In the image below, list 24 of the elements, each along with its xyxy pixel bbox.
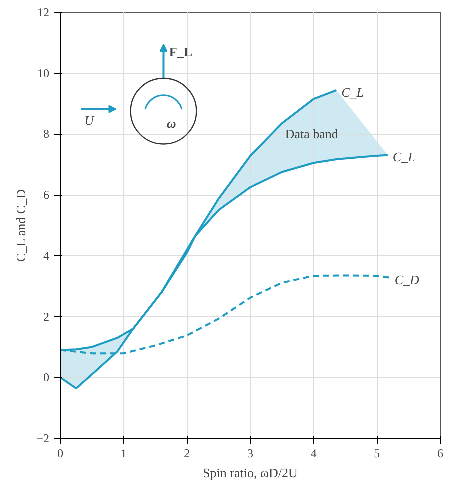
y-tick-label: 6: [44, 188, 50, 202]
y-tick-label: 4: [44, 248, 50, 263]
series-label: C_D: [394, 272, 420, 288]
y-tick-label: 2: [44, 310, 50, 324]
annotation: F_L: [169, 44, 193, 60]
y-axis-title: C_L and C_D: [14, 190, 29, 262]
y-tick-label: 8: [44, 127, 50, 142]
x-tick-label: 4: [310, 446, 317, 460]
series-label: C_L: [392, 150, 416, 165]
x-tick-label: 2: [184, 446, 190, 460]
series-label: C_L: [342, 84, 364, 100]
annotation: Data band: [285, 126, 339, 142]
annotation: ω: [166, 116, 176, 132]
y-tick-label: −2: [36, 432, 50, 446]
x-tick-label: 1: [120, 446, 127, 460]
x-tick-label: 0: [58, 446, 64, 460]
y-tick-label: 0: [44, 370, 50, 385]
annotation: U: [84, 113, 96, 128]
y-tick-label: 12: [38, 6, 50, 20]
x-tick-label: 6: [438, 446, 444, 460]
y-tick-label: 10: [38, 66, 50, 80]
x-axis-title: Spin ratio, ωD/2U: [203, 466, 299, 480]
x-tick-label: 3: [248, 446, 254, 460]
x-tick-label: 5: [374, 446, 380, 460]
